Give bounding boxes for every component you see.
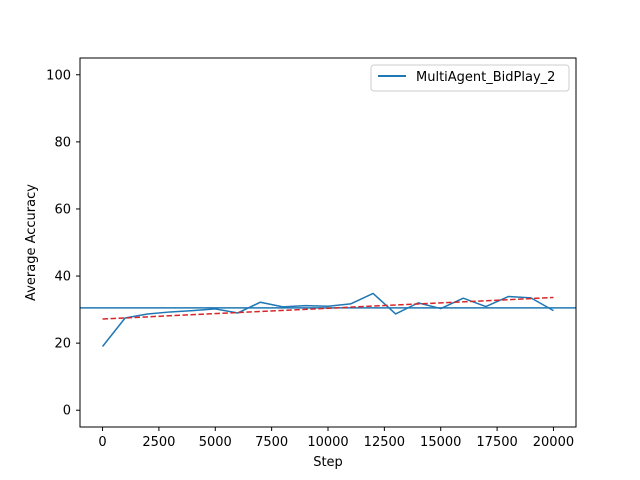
x-tick-label: 2500 — [142, 435, 175, 450]
plot-area — [80, 292, 576, 347]
y-axis-label: Average Accuracy — [24, 184, 39, 301]
legend: MultiAgent_BidPlay_2 — [370, 64, 570, 92]
x-tick-label: 15000 — [420, 435, 461, 450]
legend-box — [370, 64, 570, 92]
x-tick-label: 10000 — [307, 435, 348, 450]
y-axis-ticks: 0 20 40 60 80 100 — [46, 68, 80, 419]
y-tick-label: 0 — [63, 404, 71, 419]
x-tick-label: 7500 — [255, 435, 288, 450]
axes-frame — [79, 57, 577, 428]
y-tick-label: 40 — [54, 270, 71, 285]
x-tick-label: 5000 — [199, 435, 232, 450]
y-tick-label: 20 — [54, 337, 71, 352]
x-tick-label: 0 — [98, 435, 106, 450]
x-tick-label: 12500 — [364, 435, 405, 450]
y-tick-label: 60 — [54, 202, 71, 217]
x-axis-ticks: 0 2500 5000 7500 10000 12500 15000 17500 20000 — [98, 427, 574, 450]
x-tick-label: 17500 — [476, 435, 517, 450]
series-line-0 — [101, 292, 554, 347]
y-tick-label: 80 — [54, 135, 71, 150]
x-tick-label: 20000 — [533, 435, 574, 450]
trend-line-1 — [102, 296, 554, 320]
y-tick-label: 100 — [46, 68, 71, 83]
legend-label: MultiAgent_BidPlay_2 — [416, 70, 555, 85]
x-axis-label: Step — [313, 455, 343, 470]
